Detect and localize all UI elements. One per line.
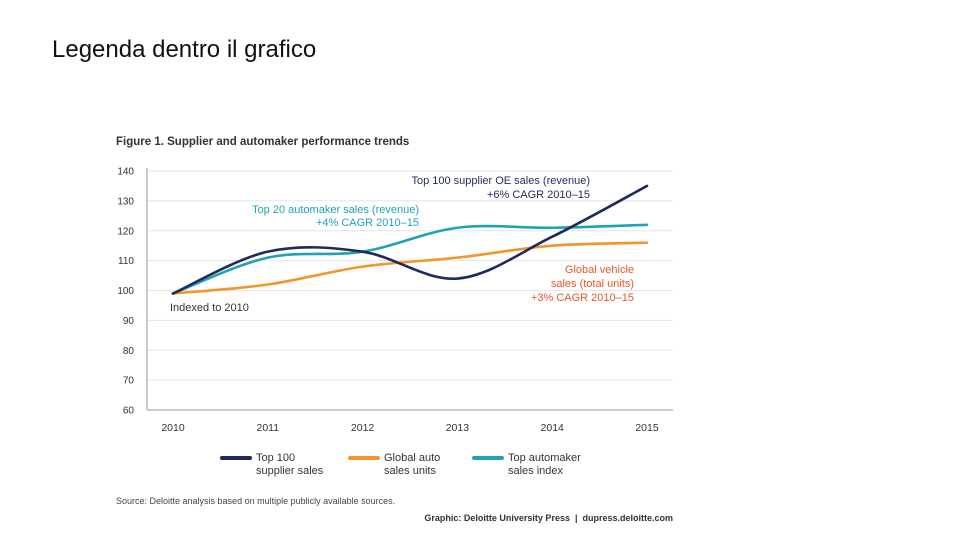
legend-label-supplier-2: supplier sales (256, 465, 324, 477)
x-tick-label-2011: 2011 (257, 422, 280, 434)
annotation-automaker: Top 20 automaker sales (revenue) +4% CAG… (252, 204, 419, 229)
annotation-vehicle-line2: sales (total units) (551, 278, 634, 290)
annotation-vehicle: Global vehicle sales (total units) +3% C… (531, 264, 634, 304)
y-tick-label-70: 70 (123, 376, 135, 387)
chart-grid (147, 170, 673, 381)
y-tick-label-140: 140 (117, 167, 134, 178)
x-tick-label-2012: 2012 (351, 422, 375, 434)
y-tick-label-90: 90 (123, 316, 135, 327)
series-line-supplier (171, 184, 649, 295)
y-tick-label-110: 110 (118, 256, 134, 267)
legend-label-supplier-1: Top 100 (256, 452, 295, 464)
series-line-automaker (171, 223, 649, 295)
annotation-vehicle-line3: +3% CAGR 2010–15 (531, 292, 634, 304)
annotation-automaker-line1: Top 20 automaker sales (revenue) (252, 204, 419, 216)
legend-item-supplier: Top 100 supplier sales (220, 452, 324, 477)
annotation-indexed: Indexed to 2010 (170, 302, 249, 314)
y-axis-ticks: 60 70 80 90 100 110 120 130 140 (117, 167, 134, 417)
x-tick-label-2015: 2015 (635, 422, 659, 434)
legend-label-automaker-2: sales index (508, 465, 564, 477)
legend-item-automaker: Top automaker sales index (472, 452, 581, 477)
chart-title: Figure 1. Supplier and automaker perform… (116, 136, 409, 148)
y-tick-label-120: 120 (117, 226, 134, 237)
legend-label-global-2: sales units (384, 465, 436, 477)
x-tick-label-2013: 2013 (446, 422, 470, 434)
y-tick-label-100: 100 (117, 286, 134, 297)
annotation-automaker-line2: +4% CAGR 2010–15 (316, 217, 419, 229)
chart-series (171, 184, 649, 295)
y-tick-label-60: 60 (123, 406, 135, 417)
annotation-supplier-line1: Top 100 supplier OE sales (revenue) (411, 175, 590, 187)
y-tick-label-130: 130 (117, 196, 134, 207)
annotation-vehicle-line1: Global vehicle (565, 264, 634, 276)
chart-source: Source: Deloitte analysis based on multi… (116, 496, 395, 506)
chart-credit: Graphic: Deloitte University Press | dup… (424, 513, 673, 523)
legend-label-global-1: Global auto (384, 452, 440, 464)
x-tick-label-2014: 2014 (541, 422, 565, 434)
slide-title: Legenda dentro il grafico (52, 36, 317, 63)
x-axis-ticks: 2010 2011 2012 2013 2014 2015 (161, 422, 659, 434)
legend-label-automaker-1: Top automaker (508, 452, 581, 464)
annotation-supplier: Top 100 supplier OE sales (revenue) +6% … (411, 175, 590, 201)
legend-item-global: Global auto sales units (348, 452, 440, 477)
legend: Top 100 supplier sales Global auto sales… (220, 452, 581, 477)
x-tick-label-2010: 2010 (161, 422, 185, 434)
series-line-global (171, 241, 649, 295)
y-tick-label-80: 80 (123, 346, 135, 357)
annotation-supplier-line2: +6% CAGR 2010–15 (487, 189, 590, 201)
